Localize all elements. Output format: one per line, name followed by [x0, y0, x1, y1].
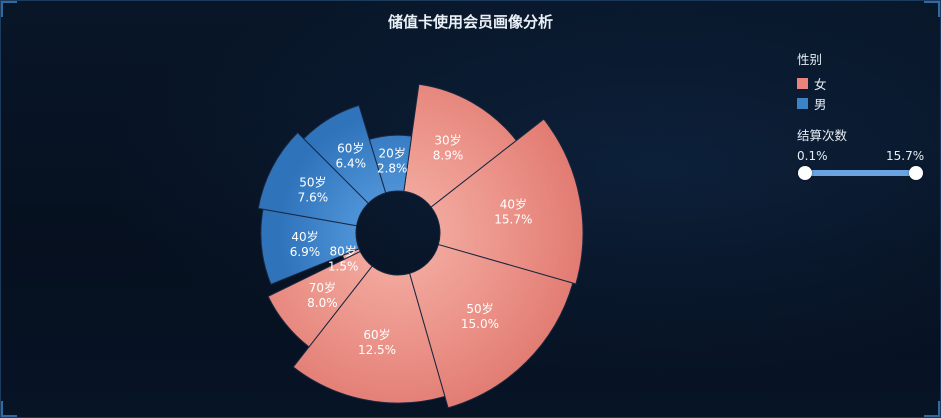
- slice-label: 70岁 8.0%: [307, 280, 338, 310]
- slice-label: 50岁 7.6%: [298, 175, 329, 205]
- rose-slice[interactable]: [408, 243, 574, 409]
- rose-slice[interactable]: [267, 250, 373, 348]
- rose-slice[interactable]: [403, 83, 518, 208]
- range-fill: [805, 170, 916, 176]
- range-min-label: 0.1%: [797, 149, 828, 163]
- range-slider[interactable]: [798, 166, 923, 180]
- chart-title: 储值卡使用会员画像分析: [387, 13, 553, 31]
- range-title: 结算次数: [797, 128, 848, 143]
- corner-decoration: [924, 1, 940, 17]
- slice-label: 20岁 2.8%: [377, 145, 408, 175]
- corner-decoration: [1, 1, 17, 17]
- slice-label: 80岁 1.5%: [328, 243, 359, 273]
- legend: 性别 女 男: [797, 49, 827, 113]
- slice-label: 40岁 6.9%: [290, 229, 321, 259]
- slice-label: 60岁 12.5%: [358, 327, 396, 357]
- range-max-label: 15.7%: [886, 149, 925, 163]
- legend-item-male[interactable]: 男: [797, 93, 827, 113]
- rose-slice[interactable]: [430, 118, 584, 285]
- legend-item-female[interactable]: 女: [797, 73, 827, 93]
- rose-slice[interactable]: [257, 131, 370, 227]
- corner-decoration: [1, 401, 17, 417]
- legend-label: 男: [814, 96, 827, 112]
- corner-decoration: [924, 401, 940, 417]
- legend-label: 女: [814, 76, 827, 92]
- legend-title: 性别: [797, 52, 823, 67]
- rose-slice[interactable]: [368, 134, 413, 194]
- legend-swatch: [797, 77, 808, 89]
- slice-label: 40岁 15.7%: [494, 197, 532, 227]
- legend-swatch: [797, 97, 808, 109]
- slice-label: 60岁 6.4%: [336, 140, 367, 170]
- range-handle-min[interactable]: [798, 166, 812, 180]
- rose-slice[interactable]: [292, 265, 446, 404]
- slice-label: 30岁 8.9%: [433, 132, 464, 162]
- rose-slice[interactable]: [302, 104, 387, 205]
- range-handle-max[interactable]: [909, 166, 923, 180]
- slice-label: 50岁 15.0%: [461, 301, 499, 331]
